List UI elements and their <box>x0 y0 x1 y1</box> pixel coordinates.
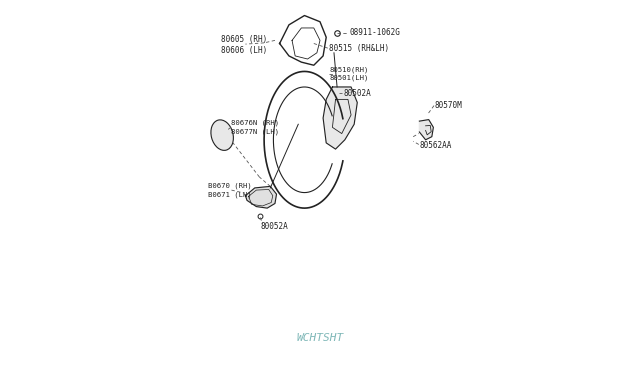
Text: 80570M: 80570M <box>435 101 462 110</box>
Text: 80515 (RH&LH): 80515 (RH&LH) <box>330 44 390 53</box>
Text: 80676N (RH)
80677N (LH): 80676N (RH) 80677N (LH) <box>232 120 280 135</box>
Text: WCHTSHT: WCHTSHT <box>296 333 344 343</box>
Text: 80510(RH)
80501(LH): 80510(RH) 80501(LH) <box>330 67 369 81</box>
Polygon shape <box>419 119 433 140</box>
Polygon shape <box>323 87 357 149</box>
Text: 80502A: 80502A <box>343 89 371 98</box>
Text: 08911-1062G: 08911-1062G <box>349 28 401 37</box>
Text: 80605 (RH)
80606 (LH): 80605 (RH) 80606 (LH) <box>221 35 267 55</box>
Text: 80052A: 80052A <box>261 222 289 231</box>
Text: 80562AA: 80562AA <box>419 141 452 151</box>
Ellipse shape <box>211 120 234 150</box>
Polygon shape <box>246 186 276 208</box>
Text: B0670 (RH)
B0671 (LH): B0670 (RH) B0671 (LH) <box>208 183 252 198</box>
